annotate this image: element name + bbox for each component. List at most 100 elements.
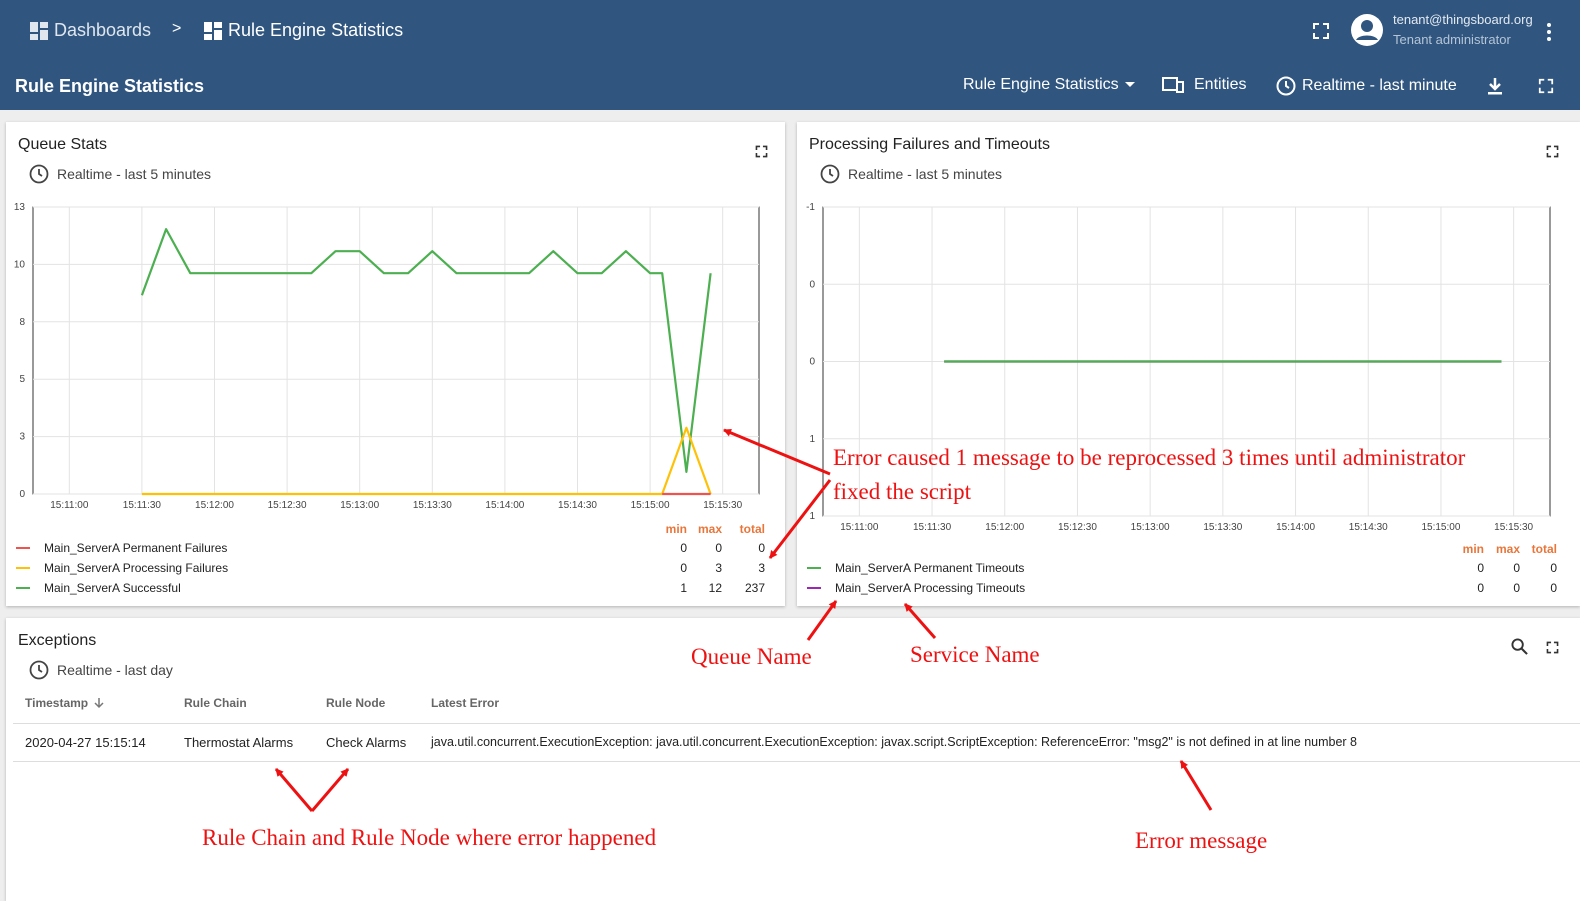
legend-color-swatch xyxy=(16,587,30,589)
legend-label: Main_ServerA Permanent Failures xyxy=(44,541,228,555)
legend-total-value: 237 xyxy=(744,581,765,595)
x-tick-label: 15:15:00 xyxy=(631,500,670,511)
user-email: tenant@thingsboard.org xyxy=(1393,12,1533,27)
breadcrumb-current: Rule Engine Statistics xyxy=(204,20,403,41)
arrow-down-icon xyxy=(94,698,104,709)
legend-max-header: max xyxy=(1495,542,1520,556)
widget-title: Processing Failures and Timeouts xyxy=(809,136,1050,153)
legend-total-value: 3 xyxy=(758,561,765,575)
cell-latest-error: java.util.concurrent.ExecutionException:… xyxy=(431,735,1358,749)
breadcrumb-dashboards-label: Dashboards xyxy=(54,20,152,40)
x-tick-label: 15:13:30 xyxy=(413,500,452,511)
y-tick-label: 1 xyxy=(809,434,815,445)
arrow-to-total xyxy=(768,479,832,559)
breadcrumb-separator: > xyxy=(172,20,181,38)
download-icon[interactable] xyxy=(1487,77,1503,95)
annotation-error-note-line2: fixed the script xyxy=(833,479,971,504)
dashboard-icon xyxy=(30,21,48,40)
legend-min-value: 0 xyxy=(680,561,687,575)
x-tick-label: 15:14:30 xyxy=(1349,522,1388,533)
column-header-timestamp[interactable]: Timestamp xyxy=(25,696,104,710)
arrow-to-rule-chain xyxy=(274,768,314,812)
cell-rule-chain: Thermostat Alarms xyxy=(184,735,294,750)
column-header-rule-node[interactable]: Rule Node xyxy=(326,696,386,710)
y-tick-label: 0 xyxy=(809,357,815,368)
breadcrumb-current-label: Rule Engine Statistics xyxy=(228,20,404,40)
failures-timeouts-chart: 15:11:00 15:11:30 15:12:00 15:12:30 15:13:00… xyxy=(806,202,1551,533)
y-tick-label: 1 xyxy=(809,511,815,522)
fullscreen-icon[interactable] xyxy=(755,145,768,158)
legend-item[interactable]: Main_ServerA Processing Timeouts xyxy=(807,581,1025,595)
widget-timewindow[interactable]: Realtime - last 5 minutes xyxy=(29,164,211,184)
arrow-to-queue-name xyxy=(806,600,838,641)
search-icon[interactable] xyxy=(1511,638,1528,655)
failures-timeouts-widget xyxy=(797,122,1580,606)
timewindow-label: Realtime - last 5 minutes xyxy=(57,166,212,182)
widget-timewindow[interactable]: Realtime - last day xyxy=(29,660,173,680)
y-tick-label: 10 xyxy=(14,259,26,270)
x-tick-label: 15:11:00 xyxy=(840,522,879,533)
column-header-latest-error[interactable]: Latest Error xyxy=(431,696,500,710)
state-select-label: Rule Engine Statistics xyxy=(963,76,1119,93)
y-tick-label: 0 xyxy=(19,489,25,500)
annotation-error-message: Error message xyxy=(1135,828,1268,853)
x-tick-label: 15:13:00 xyxy=(1131,522,1170,533)
legend-label: Main_ServerA Processing Failures xyxy=(44,561,229,575)
legend-max-value: 0 xyxy=(1513,561,1520,575)
fullscreen-icon[interactable] xyxy=(1546,145,1559,158)
arrow-to-spike xyxy=(723,428,831,476)
x-tick-label: 15:14:00 xyxy=(485,500,524,511)
legend-label: Main_ServerA Permanent Timeouts xyxy=(835,561,1025,575)
legend-item[interactable]: Main_ServerA Processing Failures xyxy=(16,561,228,575)
y-tick-label: -1 xyxy=(806,202,815,213)
legend-item[interactable]: Main_ServerA Permanent Timeouts xyxy=(807,561,1024,575)
dashboard-toolbar: Rule Engine Statistics Rule Engine Stati… xyxy=(0,62,1580,110)
fullscreen-icon[interactable] xyxy=(1538,78,1554,94)
avatar-icon[interactable] xyxy=(1350,13,1384,47)
y-tick-label: 5 xyxy=(19,374,25,385)
legend-min-value: 0 xyxy=(1477,581,1484,595)
fullscreen-icon[interactable] xyxy=(1546,641,1559,654)
legend-item[interactable]: Main_ServerA Permanent Failures xyxy=(16,541,227,555)
legend-item[interactable]: Main_ServerA Successful xyxy=(16,581,181,595)
widget-timewindow[interactable]: Realtime - last 5 minutes xyxy=(820,164,1002,184)
legend-total-value: 0 xyxy=(758,541,765,555)
timewindow-button[interactable]: Realtime - last minute xyxy=(1276,76,1457,96)
x-tick-label: 15:11:00 xyxy=(50,500,89,511)
legend-max-header: max xyxy=(697,522,722,536)
x-tick-label: 15:12:30 xyxy=(268,500,307,511)
legend-min-header: min xyxy=(665,522,687,536)
x-tick-label: 15:11:30 xyxy=(913,522,952,533)
entities-button[interactable]: Entities xyxy=(1162,76,1246,94)
fullscreen-icon[interactable] xyxy=(1312,22,1330,40)
y-tick-label: 3 xyxy=(19,432,25,443)
breadcrumb-separator-text: > xyxy=(172,20,182,37)
cell-timestamp: 2020-04-27 15:15:14 xyxy=(25,735,146,750)
entities-label: Entities xyxy=(1194,76,1247,93)
breadcrumb-dashboards[interactable]: Dashboards xyxy=(30,20,151,41)
legend-label: Main_ServerA Successful xyxy=(44,581,181,595)
legend-max-value: 0 xyxy=(1513,581,1520,595)
x-tick-label: 15:12:30 xyxy=(1058,522,1097,533)
legend-color-swatch xyxy=(16,547,30,549)
queue-stats-widget xyxy=(6,122,785,606)
x-tick-label: 15:14:00 xyxy=(1276,522,1315,533)
widget-title: Queue Stats xyxy=(18,136,107,153)
arrow-to-error-message xyxy=(1179,760,1213,811)
state-select[interactable]: Rule Engine Statistics xyxy=(963,76,1135,94)
column-header-rule-chain[interactable]: Rule Chain xyxy=(184,696,247,710)
x-tick-label: 15:15:30 xyxy=(1494,522,1533,533)
legend-total-value: 0 xyxy=(1550,581,1557,595)
cell-rule-node: Check Alarms xyxy=(326,735,407,750)
more-vert-icon[interactable] xyxy=(1543,22,1555,42)
series-line-main-servera-processing-failures xyxy=(141,426,712,496)
legend-min-value: 0 xyxy=(680,541,687,555)
legend-max-value: 12 xyxy=(708,581,722,595)
x-tick-label: 15:13:30 xyxy=(1203,522,1242,533)
dashboard-icon xyxy=(204,21,222,40)
y-tick-label: 13 xyxy=(14,202,26,213)
timewindow-label: Realtime - last 5 minutes xyxy=(848,166,1003,182)
arrow-to-service-name xyxy=(903,603,937,639)
exceptions-widget xyxy=(6,618,1580,901)
